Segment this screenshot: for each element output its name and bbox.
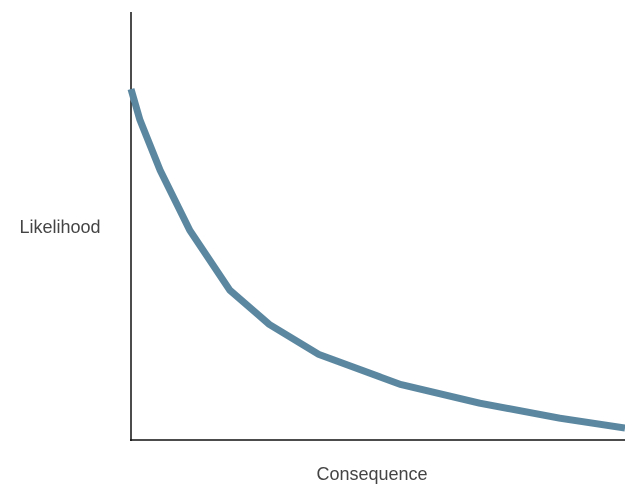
curve — [127, 88, 625, 432]
y-axis-label: Likelihood — [19, 217, 100, 237]
x-axis-label: Consequence — [316, 464, 427, 484]
